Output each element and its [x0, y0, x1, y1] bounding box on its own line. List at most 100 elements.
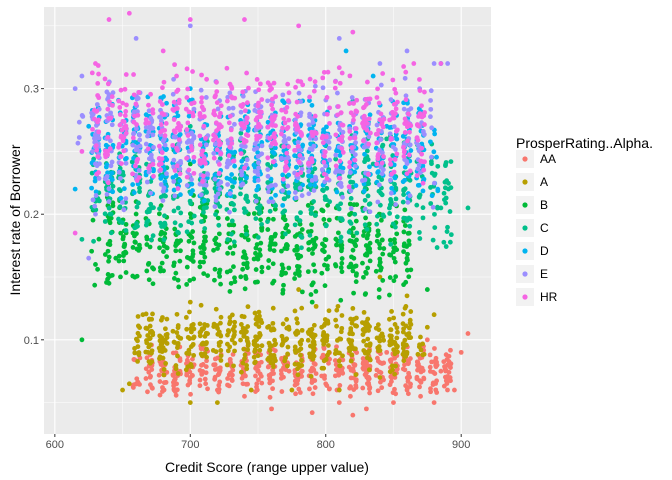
data-point-e [187, 23, 193, 29]
data-point-hr [269, 102, 275, 108]
data-point-e [278, 156, 284, 161]
data-point-d [104, 162, 110, 168]
data-point-e [146, 129, 152, 135]
data-point-a [205, 331, 211, 337]
data-point-hr [212, 112, 218, 118]
data-point-e [212, 176, 218, 182]
data-point-hr [299, 133, 304, 138]
data-point-aa [366, 376, 372, 382]
data-point-b [366, 221, 372, 227]
data-point-b [362, 252, 368, 258]
data-point-e [184, 140, 190, 145]
data-point-b [338, 265, 344, 271]
data-point-b [280, 290, 286, 296]
data-point-aa [202, 376, 208, 382]
data-point-b [217, 274, 223, 279]
data-point-a [239, 313, 245, 319]
data-point-a [187, 336, 193, 341]
data-point-e [299, 193, 305, 198]
data-point-hr [419, 114, 425, 120]
data-point-c [297, 218, 303, 224]
data-point-hr [422, 89, 427, 95]
data-point-b [201, 250, 206, 256]
data-point-b [266, 258, 272, 263]
data-point-b [339, 256, 345, 261]
data-point-hr [387, 157, 393, 163]
data-point-a [367, 341, 373, 347]
data-point-c [148, 237, 154, 243]
data-point-b [402, 207, 408, 213]
data-point-a [197, 333, 203, 339]
data-point-b [205, 273, 211, 278]
data-point-hr [123, 126, 129, 131]
data-point-b [353, 263, 359, 269]
data-point-b [257, 247, 263, 253]
data-point-d [162, 179, 168, 184]
data-point-a [214, 400, 220, 406]
data-point-e [388, 177, 393, 183]
data-point-b [353, 218, 359, 224]
data-point-e [259, 143, 265, 149]
data-point-c [374, 221, 380, 227]
data-point-c [178, 210, 184, 216]
data-point-a [140, 312, 146, 318]
data-point-b [259, 225, 264, 231]
data-point-hr [242, 165, 247, 171]
data-point-b [403, 260, 409, 266]
data-point-hr [143, 117, 149, 122]
legend-title: ProsperRating..Alpha. [516, 135, 653, 151]
data-point-d [190, 188, 195, 193]
data-point-a [407, 320, 413, 326]
data-point-b [367, 240, 373, 246]
data-point-b [190, 248, 196, 254]
data-point-b [146, 277, 152, 283]
data-point-hr [136, 90, 142, 95]
data-point-aa [405, 391, 411, 397]
data-point-aa [147, 374, 153, 380]
data-point-a [295, 320, 300, 326]
data-point-e [297, 185, 303, 191]
data-point-a [388, 327, 394, 333]
data-point-hr [242, 108, 248, 114]
data-point-b [202, 254, 208, 260]
data-point-c [307, 232, 313, 238]
data-point-a [218, 314, 224, 320]
data-point-aa [465, 331, 471, 336]
data-point-hr [339, 138, 344, 144]
y-axis-title: Interest rate of Borrower [7, 144, 23, 295]
legend-key-hr [522, 294, 528, 300]
data-point-e [306, 122, 312, 128]
data-point-a [191, 353, 197, 358]
data-point-c [380, 212, 386, 218]
data-point-a [144, 326, 150, 332]
data-point-a [347, 347, 353, 353]
data-point-a [337, 350, 342, 356]
data-point-aa [433, 364, 439, 370]
data-point-hr [201, 114, 207, 119]
data-point-hr [393, 106, 399, 112]
data-point-b [306, 229, 311, 235]
data-point-a [348, 326, 354, 331]
data-point-e [161, 137, 167, 143]
data-point-c [380, 142, 386, 148]
data-point-aa [279, 389, 285, 394]
data-point-b [176, 284, 182, 290]
data-point-hr [422, 122, 427, 127]
data-point-hr [158, 129, 163, 135]
data-point-b [187, 278, 193, 283]
data-point-hr [150, 110, 156, 116]
data-point-hr [213, 120, 219, 126]
data-point-aa [334, 344, 339, 350]
data-point-b [339, 260, 345, 266]
data-point-aa [254, 384, 259, 390]
data-point-e [171, 164, 177, 170]
data-point-b [348, 264, 354, 270]
data-point-hr [392, 86, 398, 92]
data-point-b [253, 250, 258, 256]
data-point-e [349, 95, 355, 100]
data-point-b [367, 258, 373, 264]
data-point-a [408, 335, 414, 340]
data-point-aa [204, 358, 209, 364]
data-point-c [312, 166, 318, 172]
data-point-hr [379, 160, 385, 166]
